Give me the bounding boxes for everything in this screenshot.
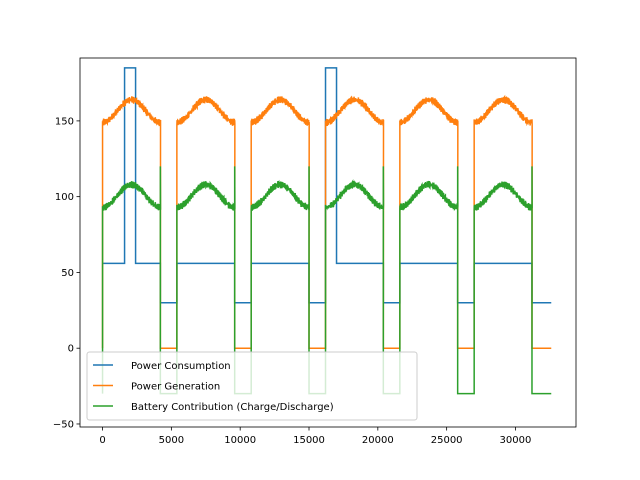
y-tick-label: 0 <box>68 344 74 355</box>
x-tick-label: 20000 <box>362 435 394 446</box>
x-tick-label: 30000 <box>500 435 532 446</box>
legend: Power Consumption Power Generation Battery… <box>86 351 418 421</box>
axes-frame <box>79 57 577 428</box>
legend-box <box>86 351 418 421</box>
x-tick-label: 0 <box>99 435 105 446</box>
legend-label: Power Generation <box>131 382 220 393</box>
x-tick-label: 15000 <box>293 435 325 446</box>
y-tick-label: −50 <box>53 419 74 430</box>
axes: 0 5000 10000 15000 20000 25000 30000 −50 0 50 100 1… <box>53 57 577 446</box>
x-tick-label: 25000 <box>431 435 463 446</box>
legend-label: Power Consumption <box>131 361 231 372</box>
x-tick-label: 10000 <box>224 435 256 446</box>
series-line-power-consumption <box>102 67 552 304</box>
x-tick-label: 5000 <box>159 435 184 446</box>
y-tick-label: 50 <box>61 268 74 279</box>
y-tick-label: 150 <box>55 116 74 127</box>
legend-label: Battery Contribution (Charge/Discharge) <box>131 402 334 413</box>
y-tick-label: 100 <box>55 192 74 203</box>
